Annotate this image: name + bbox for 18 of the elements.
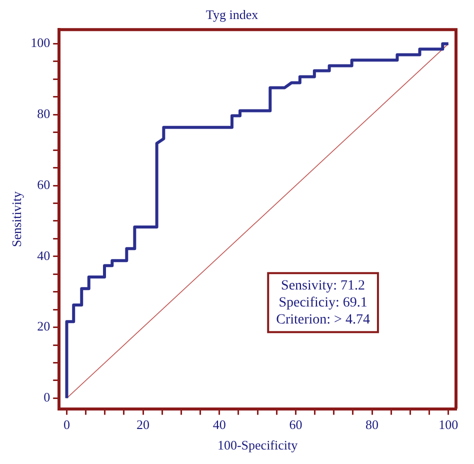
y-tick-label: 0 bbox=[44, 390, 50, 405]
y-tick-label: 60 bbox=[37, 176, 50, 192]
y-tick-label: 100 bbox=[30, 35, 50, 50]
y-tick-label: 40 bbox=[37, 248, 50, 263]
annotation: Criterion: > 4.74 bbox=[276, 312, 370, 328]
x-axis-title: 100-Specificity bbox=[217, 438, 298, 453]
x-tick-label: 80 bbox=[366, 417, 379, 432]
x-tick-label: 100 bbox=[438, 417, 458, 432]
annotation: Specificiy: 69.1 bbox=[278, 295, 368, 310]
x-tick-label: 60 bbox=[289, 417, 302, 432]
x-tick-label: 20 bbox=[136, 417, 150, 432]
x-tick-label: 40 bbox=[212, 417, 226, 432]
y-axis-title: Sensitivity bbox=[9, 190, 24, 248]
annotation: Sensivity: 71.2 bbox=[281, 278, 366, 294]
y-tick-label: 80 bbox=[37, 106, 50, 122]
y-tick-label: 20 bbox=[37, 318, 50, 334]
chart-title: Tyg index bbox=[206, 7, 259, 22]
x-tick-label: 0 bbox=[63, 417, 70, 432]
